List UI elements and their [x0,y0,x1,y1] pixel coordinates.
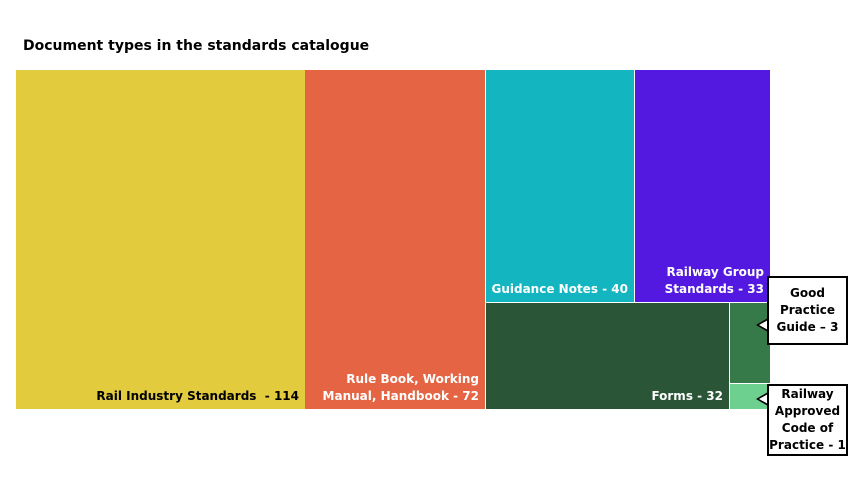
tile-rail-industry-standards: Rail Industry Standards - 114 [16,70,305,409]
tile-railway-group-standards: Railway Group Standards - 33 [635,70,770,302]
callout-railway-approved-code-of-practice: Railway Approved Code of Practice - 1 [767,384,848,456]
tile-label-rail-industry-standards: Rail Industry Standards - 114 [96,389,299,403]
tile-rule-book: Rule Book, Working Manual, Handbook - 72 [305,70,485,409]
callout-text-good-practice-guide: Good Practice Guide – 3 [776,286,839,334]
chart-title: Document types in the standards catalogu… [23,38,370,54]
tile-label-guidance-notes: Guidance Notes - 40 [491,282,628,296]
tile-forms: Forms - 32 [486,303,729,409]
callout-pointer-good-practice [756,318,768,332]
callout-good-practice-guide: Good Practice Guide – 3 [767,276,848,345]
tile-label-railway-group-standards: Railway Group Standards - 33 [664,265,764,296]
tile-label-forms: Forms - 32 [651,389,723,403]
tile-good-practice-guide [730,303,770,383]
tile-label-rule-book: Rule Book, Working Manual, Handbook - 72 [322,372,479,403]
callout-pointer-approved-code [756,392,768,406]
tile-guidance-notes: Guidance Notes - 40 [486,70,634,302]
callout-text-railway-approved-code-of-practice: Railway Approved Code of Practice - 1 [769,387,846,452]
